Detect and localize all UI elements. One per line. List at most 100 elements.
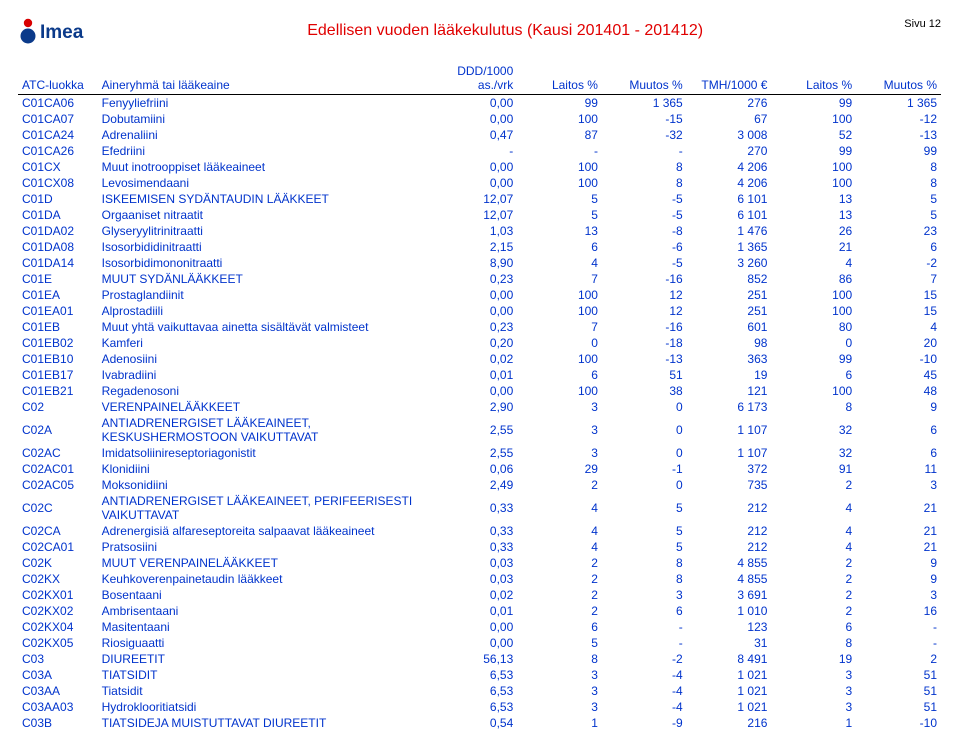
cell-code: C03AA03: [18, 699, 98, 715]
cell-name: MUUT VERENPAINELÄÄKKEET: [98, 555, 433, 571]
cell-value: 56,13: [433, 651, 518, 667]
cell-name: Masitentaani: [98, 619, 433, 635]
cell-value: 3: [517, 699, 602, 715]
cell-code: C01D: [18, 191, 98, 207]
table-row: C01EA01Alprostadiili0,001001225110015: [18, 303, 941, 319]
cell-value: 98: [687, 335, 772, 351]
cell-code: C01CA24: [18, 127, 98, 143]
cell-value: 0: [517, 335, 602, 351]
cell-value: -16: [602, 271, 687, 287]
cell-value: 0,01: [433, 603, 518, 619]
cell-value: 6 173: [687, 399, 772, 415]
cell-value: 2: [771, 603, 856, 619]
cell-value: 52: [771, 127, 856, 143]
cell-value: -: [433, 143, 518, 159]
cell-name: Isosorbidimononitraatti: [98, 255, 433, 271]
table-row: C01EMUUT SYDÄNLÄÄKKEET0,237-16852867: [18, 271, 941, 287]
cell-code: C02CA: [18, 523, 98, 539]
cell-value: 212: [687, 539, 772, 555]
cell-value: 3: [602, 587, 687, 603]
cell-value: 3: [517, 445, 602, 461]
cell-value: 8 491: [687, 651, 772, 667]
cell-value: 19: [771, 651, 856, 667]
cell-value: 0,00: [433, 287, 518, 303]
cell-value: 3 691: [687, 587, 772, 603]
cell-value: 2: [517, 603, 602, 619]
cell-code: C01E: [18, 271, 98, 287]
cell-name: Imidatsoliinireseptoriagonistit: [98, 445, 433, 461]
cell-name: Keuhkoverenpainetaudin lääkkeet: [98, 571, 433, 587]
svg-text:Imea: Imea: [40, 22, 84, 43]
cell-value: 3: [856, 587, 941, 603]
cell-value: 4 855: [687, 571, 772, 587]
page-number: Sivu 12: [904, 18, 941, 30]
cell-value: 2: [771, 477, 856, 493]
cell-value: 3: [517, 399, 602, 415]
cell-value: 6,53: [433, 667, 518, 683]
cell-value: 99: [771, 95, 856, 112]
cell-value: 0,47: [433, 127, 518, 143]
cell-value: -13: [602, 351, 687, 367]
cell-code: C02AC: [18, 445, 98, 461]
table-header-row: ATC-luokka Aineryhmä tai lääkeaine DDD/1…: [18, 60, 941, 95]
table-row: C01EB10Adenosiini0,02100-1336399-10: [18, 351, 941, 367]
cell-name: Isosorbididinitraatti: [98, 239, 433, 255]
cell-value: 100: [517, 111, 602, 127]
table-row: C02KMUUT VERENPAINELÄÄKKEET0,03284 85529: [18, 555, 941, 571]
cell-value: 8: [771, 399, 856, 415]
cell-value: 38: [602, 383, 687, 399]
col-header-laitos1: Laitos %: [517, 60, 602, 95]
cell-value: 0,20: [433, 335, 518, 351]
table-row: C01EBMuut yhtä vaikuttavaa ainetta sisäl…: [18, 319, 941, 335]
cell-value: 9: [856, 555, 941, 571]
table-row: C02KX01Bosentaani0,02233 69123: [18, 587, 941, 603]
cell-code: C01EA01: [18, 303, 98, 319]
cell-value: 852: [687, 271, 772, 287]
cell-value: -: [856, 619, 941, 635]
cell-value: 1: [517, 715, 602, 731]
cell-value: 5: [856, 191, 941, 207]
table-row: C01CX08Levosimendaani0,0010084 2061008: [18, 175, 941, 191]
cell-value: 2: [517, 587, 602, 603]
cell-value: 6,53: [433, 683, 518, 699]
cell-value: 100: [771, 383, 856, 399]
cell-value: 735: [687, 477, 772, 493]
cell-value: -2: [856, 255, 941, 271]
cell-code: C02: [18, 399, 98, 415]
cell-name: TIATSIDEJA MUISTUTTAVAT DIUREETIT: [98, 715, 433, 731]
cell-value: 1 021: [687, 683, 772, 699]
cell-value: 99: [856, 143, 941, 159]
cell-value: -4: [602, 699, 687, 715]
cell-value: 5: [517, 191, 602, 207]
cell-value: 23: [856, 223, 941, 239]
cell-name: Prostaglandiinit: [98, 287, 433, 303]
cell-value: 91: [771, 461, 856, 477]
cell-value: 0,00: [433, 111, 518, 127]
cell-value: 1 476: [687, 223, 772, 239]
cell-value: 363: [687, 351, 772, 367]
col-header-laitos2: Laitos %: [771, 60, 856, 95]
cell-value: 7: [517, 271, 602, 287]
cell-name: Alprostadiili: [98, 303, 433, 319]
cell-code: C01CA26: [18, 143, 98, 159]
cell-value: 1 021: [687, 699, 772, 715]
cell-value: 3: [771, 683, 856, 699]
cell-name: Tiatsidit: [98, 683, 433, 699]
cell-code: C01DA08: [18, 239, 98, 255]
cell-value: 8: [602, 159, 687, 175]
cell-value: 9: [856, 571, 941, 587]
cell-value: 8: [856, 175, 941, 191]
cell-value: 32: [771, 445, 856, 461]
cell-name: Efedriini: [98, 143, 433, 159]
cell-name: DIUREETIT: [98, 651, 433, 667]
cell-code: C01DA02: [18, 223, 98, 239]
cell-value: 6: [856, 415, 941, 445]
cell-value: 100: [771, 111, 856, 127]
cell-name: Kamferi: [98, 335, 433, 351]
cell-value: 13: [771, 191, 856, 207]
cell-value: 1 021: [687, 667, 772, 683]
cell-code: C02C: [18, 493, 98, 523]
cell-name: Glyseryylitrinitraatti: [98, 223, 433, 239]
cell-value: 0,33: [433, 539, 518, 555]
cell-name: Ivabradiini: [98, 367, 433, 383]
